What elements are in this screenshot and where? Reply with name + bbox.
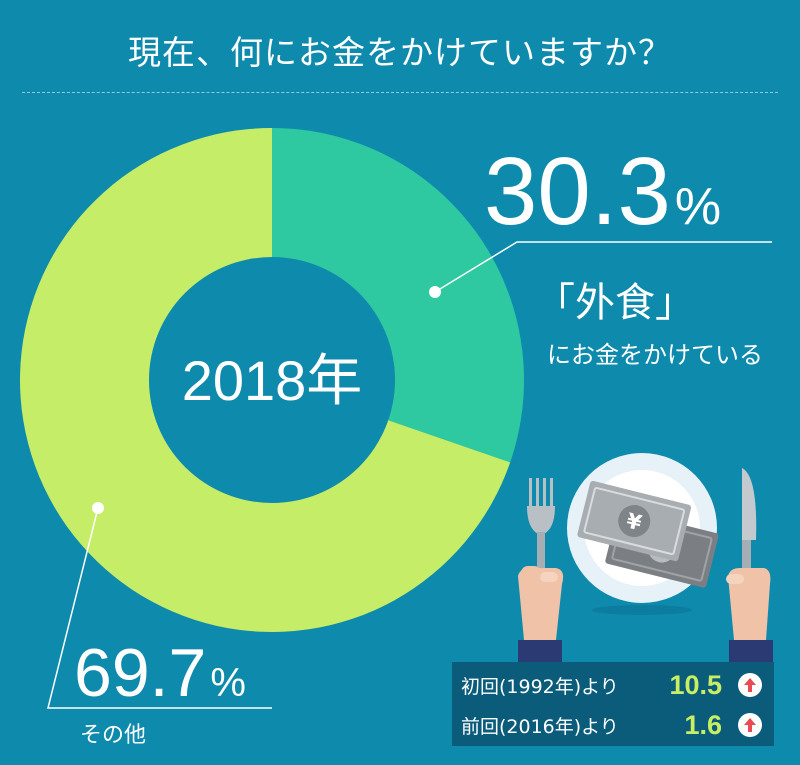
illustration: ¥ ¥	[518, 453, 773, 662]
fork-icon	[527, 478, 555, 582]
arrow-up-icon	[738, 673, 762, 697]
comparison-value-previous: 1.6	[684, 709, 722, 740]
center-year-label: 2018年	[182, 349, 363, 412]
knife-icon	[742, 468, 757, 582]
comparison-label-first: 初回(1992年)より	[461, 675, 619, 698]
eating-out-label: 「外食」	[535, 280, 695, 326]
comparison-row-previous: 前回(2016年)より 1.6	[452, 704, 774, 746]
hand-icon	[726, 568, 773, 662]
other-percentage: 69.7%	[74, 635, 246, 711]
callout-line-eating-out	[434, 241, 772, 293]
svg-text:¥: ¥	[624, 509, 644, 536]
hand-icon	[518, 566, 564, 662]
arrow-up-icon	[738, 713, 762, 737]
callout-line-other	[47, 507, 272, 709]
yen-banknote-icon: ¥ ¥	[577, 480, 719, 588]
page-title: 現在、何にお金をかけていますか？	[128, 33, 672, 72]
other-label: その他	[80, 723, 146, 748]
donut-hole	[149, 257, 395, 503]
eating-out-sublabel: にお金をかけている	[547, 341, 763, 369]
title-divider	[22, 92, 778, 93]
comparison-label-previous: 前回(2016年)より	[461, 715, 619, 738]
comparison-value-first: 10.5	[669, 669, 722, 700]
comparison-panel: 初回(1992年)より 10.5 前回(2016年)より 1.6	[452, 662, 774, 746]
comparison-row-first: 初回(1992年)より 10.5	[452, 664, 774, 706]
eating-out-percentage: 30.3%	[484, 138, 721, 245]
